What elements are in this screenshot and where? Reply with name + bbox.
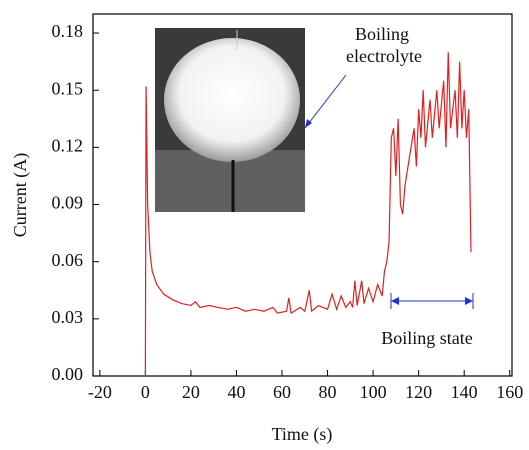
inset-photo [155,28,305,212]
data-line [144,52,472,377]
x-tick-label: 120 [405,382,432,402]
x-axis-label: Time (s) [272,424,333,445]
annotation: electrolyte [346,46,422,66]
x-tick-label: -20 [88,382,112,402]
x-tick-label: 60 [273,382,291,402]
plot-frame [92,13,513,377]
x-tick-label: 40 [227,382,245,402]
annotation: Boiling state [381,328,473,348]
y-tick-label: 0.03 [52,307,84,327]
annotation: Boiling [355,24,409,44]
x-tick-label: 0 [141,382,150,402]
y-tick-label: 0.09 [52,193,84,213]
x-tick-label: 20 [182,382,200,402]
x-tick-label: 140 [451,382,478,402]
arrow-head [465,297,473,305]
x-tick-label: 100 [360,382,387,402]
annotation-arrow [304,74,347,129]
x-tick-label: 160 [496,382,523,402]
arrow-head [305,119,312,128]
y-tick-label: 0.00 [52,364,84,384]
y-tick-label: 0.12 [52,135,84,155]
y-tick-label: 0.06 [52,250,84,270]
x-tick-label: 80 [319,382,337,402]
y-tick-label: 0.18 [52,21,84,41]
y-axis-label: Current (A) [10,153,31,237]
arrow-head [391,297,399,305]
y-tick-label: 0.15 [52,78,84,98]
